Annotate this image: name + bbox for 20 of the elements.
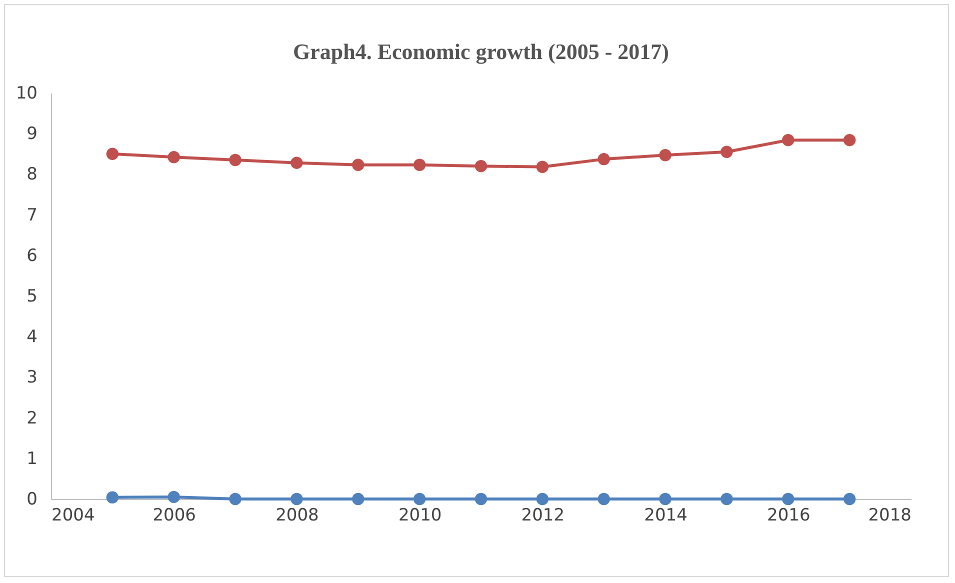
x-tick-label: 2018 bbox=[868, 506, 912, 526]
x-tick-label: 2014 bbox=[644, 506, 688, 526]
x-tick-label: 2006 bbox=[152, 506, 196, 526]
x-tick-label: 2012 bbox=[521, 506, 565, 526]
y-tick-label: 5 bbox=[26, 286, 38, 306]
y-tick-label: 10 bbox=[16, 84, 38, 104]
y-tick-label: 4 bbox=[26, 327, 38, 348]
y-tick-label: 8 bbox=[26, 164, 38, 185]
chart-title: Graph4. Economic growth (2005 - 2017) bbox=[292, 39, 670, 64]
x-tick-label: 2016 bbox=[767, 506, 810, 526]
x-tick-label: 2008 bbox=[276, 506, 319, 526]
y-tick-label: 1 bbox=[26, 448, 38, 469]
y-tick-label: 0 bbox=[26, 490, 38, 510]
y-tick-label: 9 bbox=[26, 124, 38, 144]
x-tick-label: 2004 bbox=[52, 506, 95, 526]
y-tick-label: 6 bbox=[26, 246, 38, 266]
y-tick-label: 7 bbox=[26, 205, 38, 226]
x-tick-label: 2010 bbox=[398, 506, 442, 526]
y-tick-label: 2 bbox=[26, 408, 38, 428]
y-tick-label: 3 bbox=[26, 368, 38, 388]
